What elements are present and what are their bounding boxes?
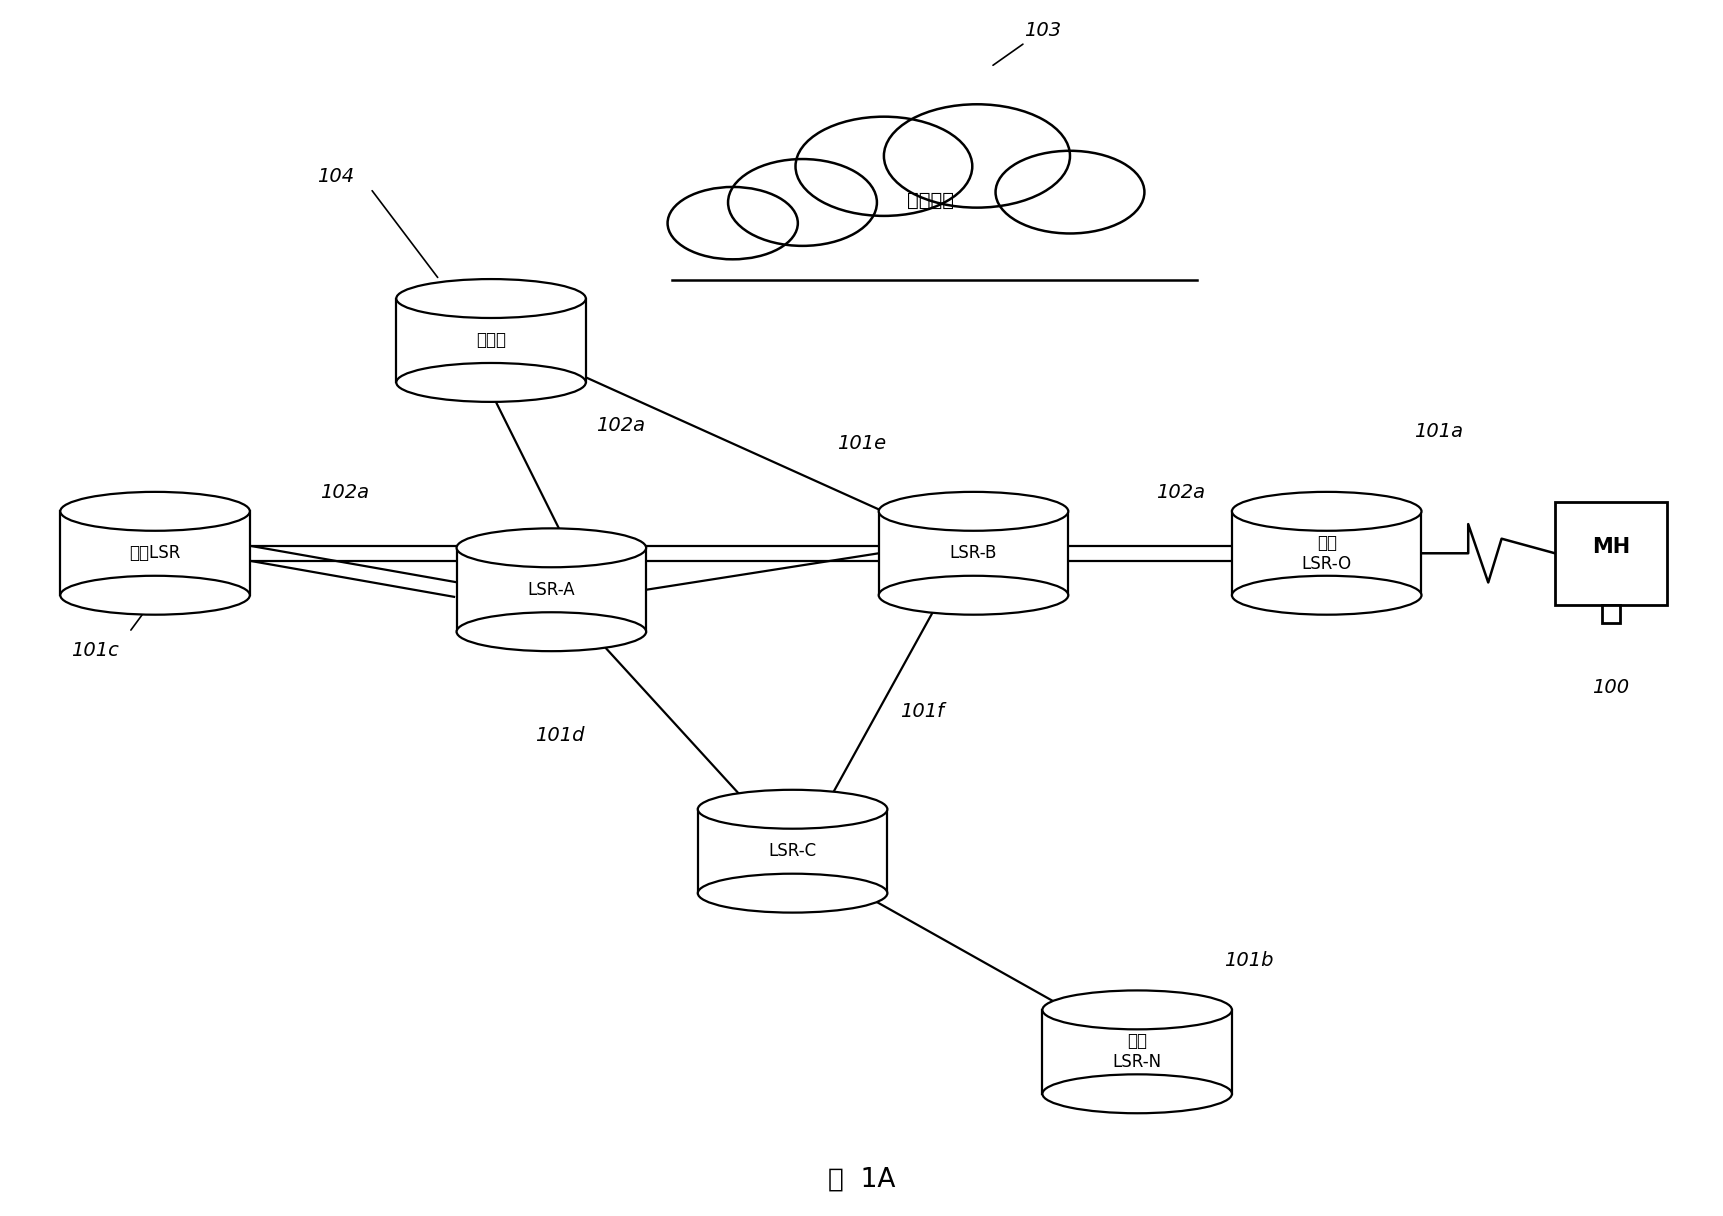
Text: 101c: 101c [71,641,119,660]
Text: 出口
LSR-N: 出口 LSR-N [1113,1032,1161,1071]
Polygon shape [1602,604,1620,623]
Ellipse shape [996,151,1144,233]
Ellipse shape [698,873,887,912]
Text: 图  1A: 图 1A [827,1166,896,1193]
Bar [663,213,1215,298]
Ellipse shape [457,528,646,567]
Ellipse shape [1232,491,1421,530]
Text: 102a: 102a [1156,483,1204,502]
Text: 出口
LSR-O: 出口 LSR-O [1301,534,1353,573]
Ellipse shape [60,491,250,530]
Text: 入口LSR: 入口LSR [129,545,181,562]
Text: 路由器: 路由器 [476,332,507,349]
Ellipse shape [396,280,586,319]
Polygon shape [60,511,250,596]
Ellipse shape [457,613,646,652]
Ellipse shape [1042,990,1232,1029]
Text: 104: 104 [317,167,355,186]
Polygon shape [1042,1009,1232,1094]
Ellipse shape [1042,1075,1232,1114]
Polygon shape [698,810,887,893]
Ellipse shape [1232,576,1421,615]
Text: LSR-A: LSR-A [527,581,575,598]
Text: MH: MH [1592,537,1630,557]
Ellipse shape [698,790,887,829]
Text: 101f: 101f [899,702,944,721]
Text: LSR-C: LSR-C [768,843,817,860]
Text: 101e: 101e [837,434,886,454]
Ellipse shape [879,576,1068,615]
Text: LSR-B: LSR-B [949,545,998,562]
Text: 101a: 101a [1415,422,1463,441]
Ellipse shape [60,576,250,615]
Text: 101d: 101d [536,726,584,745]
Polygon shape [1232,511,1421,596]
Text: 102a: 102a [596,416,644,435]
Text: 102a: 102a [320,483,369,502]
Polygon shape [396,299,586,382]
Text: 101b: 101b [1225,951,1273,970]
Polygon shape [1556,502,1668,604]
Text: 103: 103 [1023,21,1061,40]
Polygon shape [457,547,646,632]
Text: 外部网络: 外部网络 [906,191,955,210]
Ellipse shape [884,105,1070,208]
Ellipse shape [667,187,798,259]
Ellipse shape [396,362,586,401]
Polygon shape [879,511,1068,596]
Ellipse shape [796,117,972,216]
Ellipse shape [879,491,1068,530]
Text: 100: 100 [1592,677,1630,697]
Ellipse shape [729,159,877,246]
